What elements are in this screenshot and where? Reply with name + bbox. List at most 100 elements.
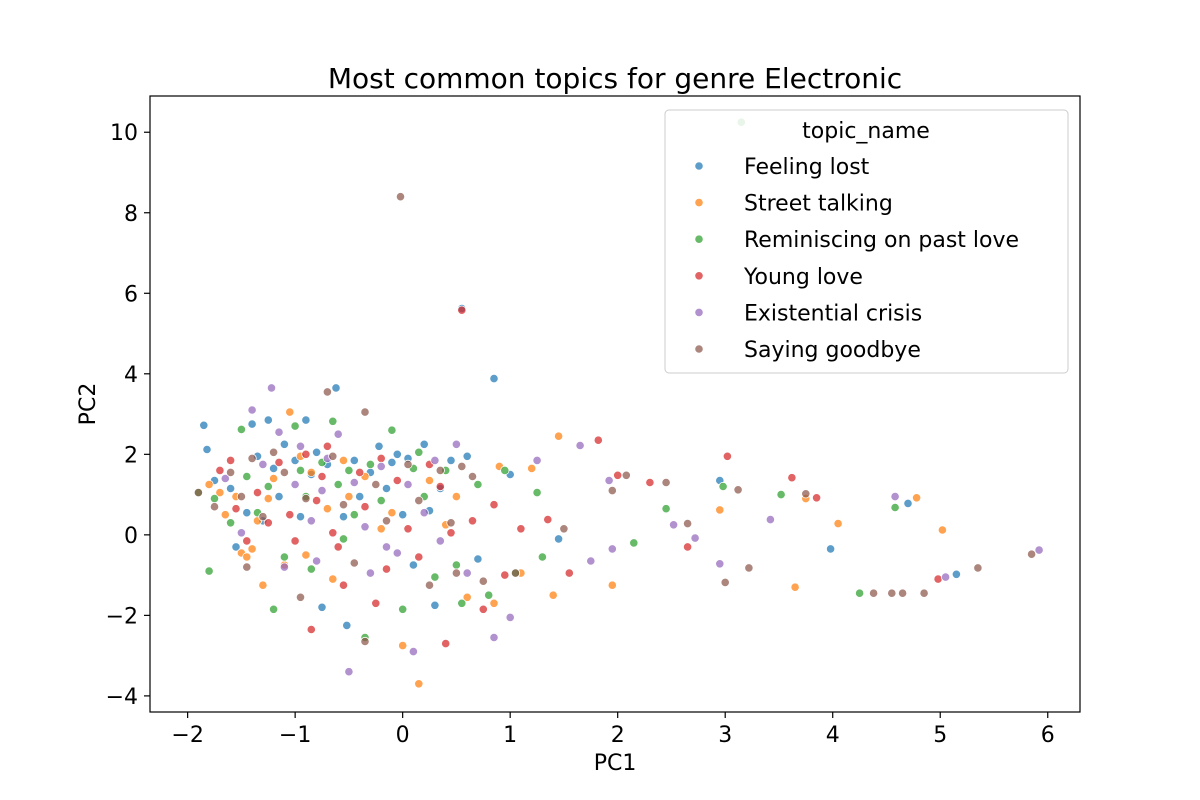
scatter-point [564, 568, 574, 578]
scatter-point [403, 459, 413, 469]
scatter-point [403, 479, 413, 490]
scatter-point [607, 580, 617, 590]
scatter-point [215, 487, 225, 498]
scatter-point [236, 424, 246, 434]
scatter-point [733, 485, 743, 495]
scatter-point [462, 451, 472, 461]
legend-marker [694, 271, 704, 281]
scatter-point [247, 453, 257, 463]
legend: topic_name Feeling lost Street talking Rem… [664, 109, 1069, 374]
scatter-point [263, 518, 273, 528]
scatter-point [349, 455, 359, 465]
y-tick-label: 0 [124, 524, 138, 549]
scatter-point [424, 580, 435, 590]
scatter-point [500, 570, 510, 580]
scatter-point [414, 679, 424, 689]
scatter-point [854, 588, 865, 598]
x-tick-label: 0 [396, 723, 410, 748]
scatter-point [919, 588, 929, 598]
scatter-point [868, 588, 879, 598]
legend-label: Saying goodbye [744, 338, 921, 363]
scatter-point [252, 487, 263, 498]
scatter-point [387, 508, 397, 518]
legend-label: Young love [743, 265, 863, 290]
scatter-point [258, 580, 268, 590]
scatter-point [553, 431, 564, 441]
legend-title: topic_name [802, 119, 930, 144]
scatter-point [722, 451, 733, 461]
scatter-point [661, 477, 671, 488]
scatter-point [202, 444, 212, 455]
scatter-point [355, 467, 365, 477]
scatter-point [414, 495, 424, 506]
scatter-point [371, 598, 381, 608]
scatter-point [825, 544, 836, 554]
scatter-point [392, 449, 402, 459]
scatter-point [295, 441, 306, 451]
y-tick-label: 4 [124, 363, 138, 388]
x-tick-label: 1 [503, 723, 517, 748]
scatter-point [301, 415, 311, 425]
scatter-point [392, 475, 402, 486]
scatter-point [765, 514, 776, 525]
scatter-point [220, 510, 230, 520]
y-tick-label: −2 [106, 604, 138, 629]
scatter-point [338, 512, 349, 522]
scatter-point [193, 487, 203, 498]
scatter-point [344, 667, 354, 677]
scatter-point [629, 538, 639, 548]
scatter-point [607, 544, 617, 554]
scatter-point [226, 455, 236, 465]
scatter-point [215, 465, 225, 475]
y-tick-label: −4 [106, 685, 138, 710]
scatter-point [446, 528, 456, 538]
scatter-point [395, 192, 406, 202]
scatter-point [897, 588, 908, 598]
y-tick-label: 8 [124, 202, 138, 227]
scatter-point [268, 473, 279, 484]
scatter-point [279, 467, 289, 477]
scatter-point [451, 439, 461, 449]
scatter-point [258, 459, 268, 469]
scatter-point [489, 632, 499, 643]
scatter-point [290, 479, 300, 490]
scatter-point [333, 429, 343, 439]
scatter-point [279, 439, 289, 449]
scatter-point [973, 563, 983, 573]
scatter-point [290, 421, 300, 431]
scatter-point [715, 505, 725, 515]
scatter-point [548, 590, 558, 600]
scatter-point [247, 405, 257, 415]
scatter-point [911, 493, 922, 503]
scatter-point [376, 495, 386, 506]
scatter-point [322, 504, 332, 514]
scatter-point [435, 465, 445, 475]
scatter-point [414, 552, 424, 562]
legend-marker [694, 198, 704, 208]
scatter-point [376, 524, 386, 534]
scatter-point [328, 416, 338, 426]
scatter-point [435, 481, 445, 492]
scatter-point [279, 562, 289, 572]
ticks-layer: −2 −1 0 1 2 3 4 5 6 −4 −2 0 2 4 6 8 10 [106, 121, 1055, 748]
scatter-point [317, 602, 327, 612]
scatter-point [489, 500, 499, 510]
scatter-point [204, 479, 214, 490]
scatter-point [408, 560, 418, 570]
scatter-point [376, 453, 386, 463]
scatter-point [473, 479, 483, 490]
scatter-point [403, 524, 413, 534]
y-tick-label: 10 [110, 121, 138, 146]
scatter-point [457, 598, 467, 608]
scatter-point [408, 646, 418, 657]
scatter-point [387, 457, 397, 467]
scatter-point [467, 471, 478, 482]
y-tick-label: 6 [124, 282, 138, 307]
scatter-point [890, 491, 900, 502]
scatter-point [360, 502, 370, 512]
scatter-point [199, 420, 209, 430]
scatter-point [209, 502, 220, 512]
scatter-point [392, 548, 402, 558]
legend-box [664, 109, 1069, 374]
x-tick-label: 4 [826, 723, 840, 748]
